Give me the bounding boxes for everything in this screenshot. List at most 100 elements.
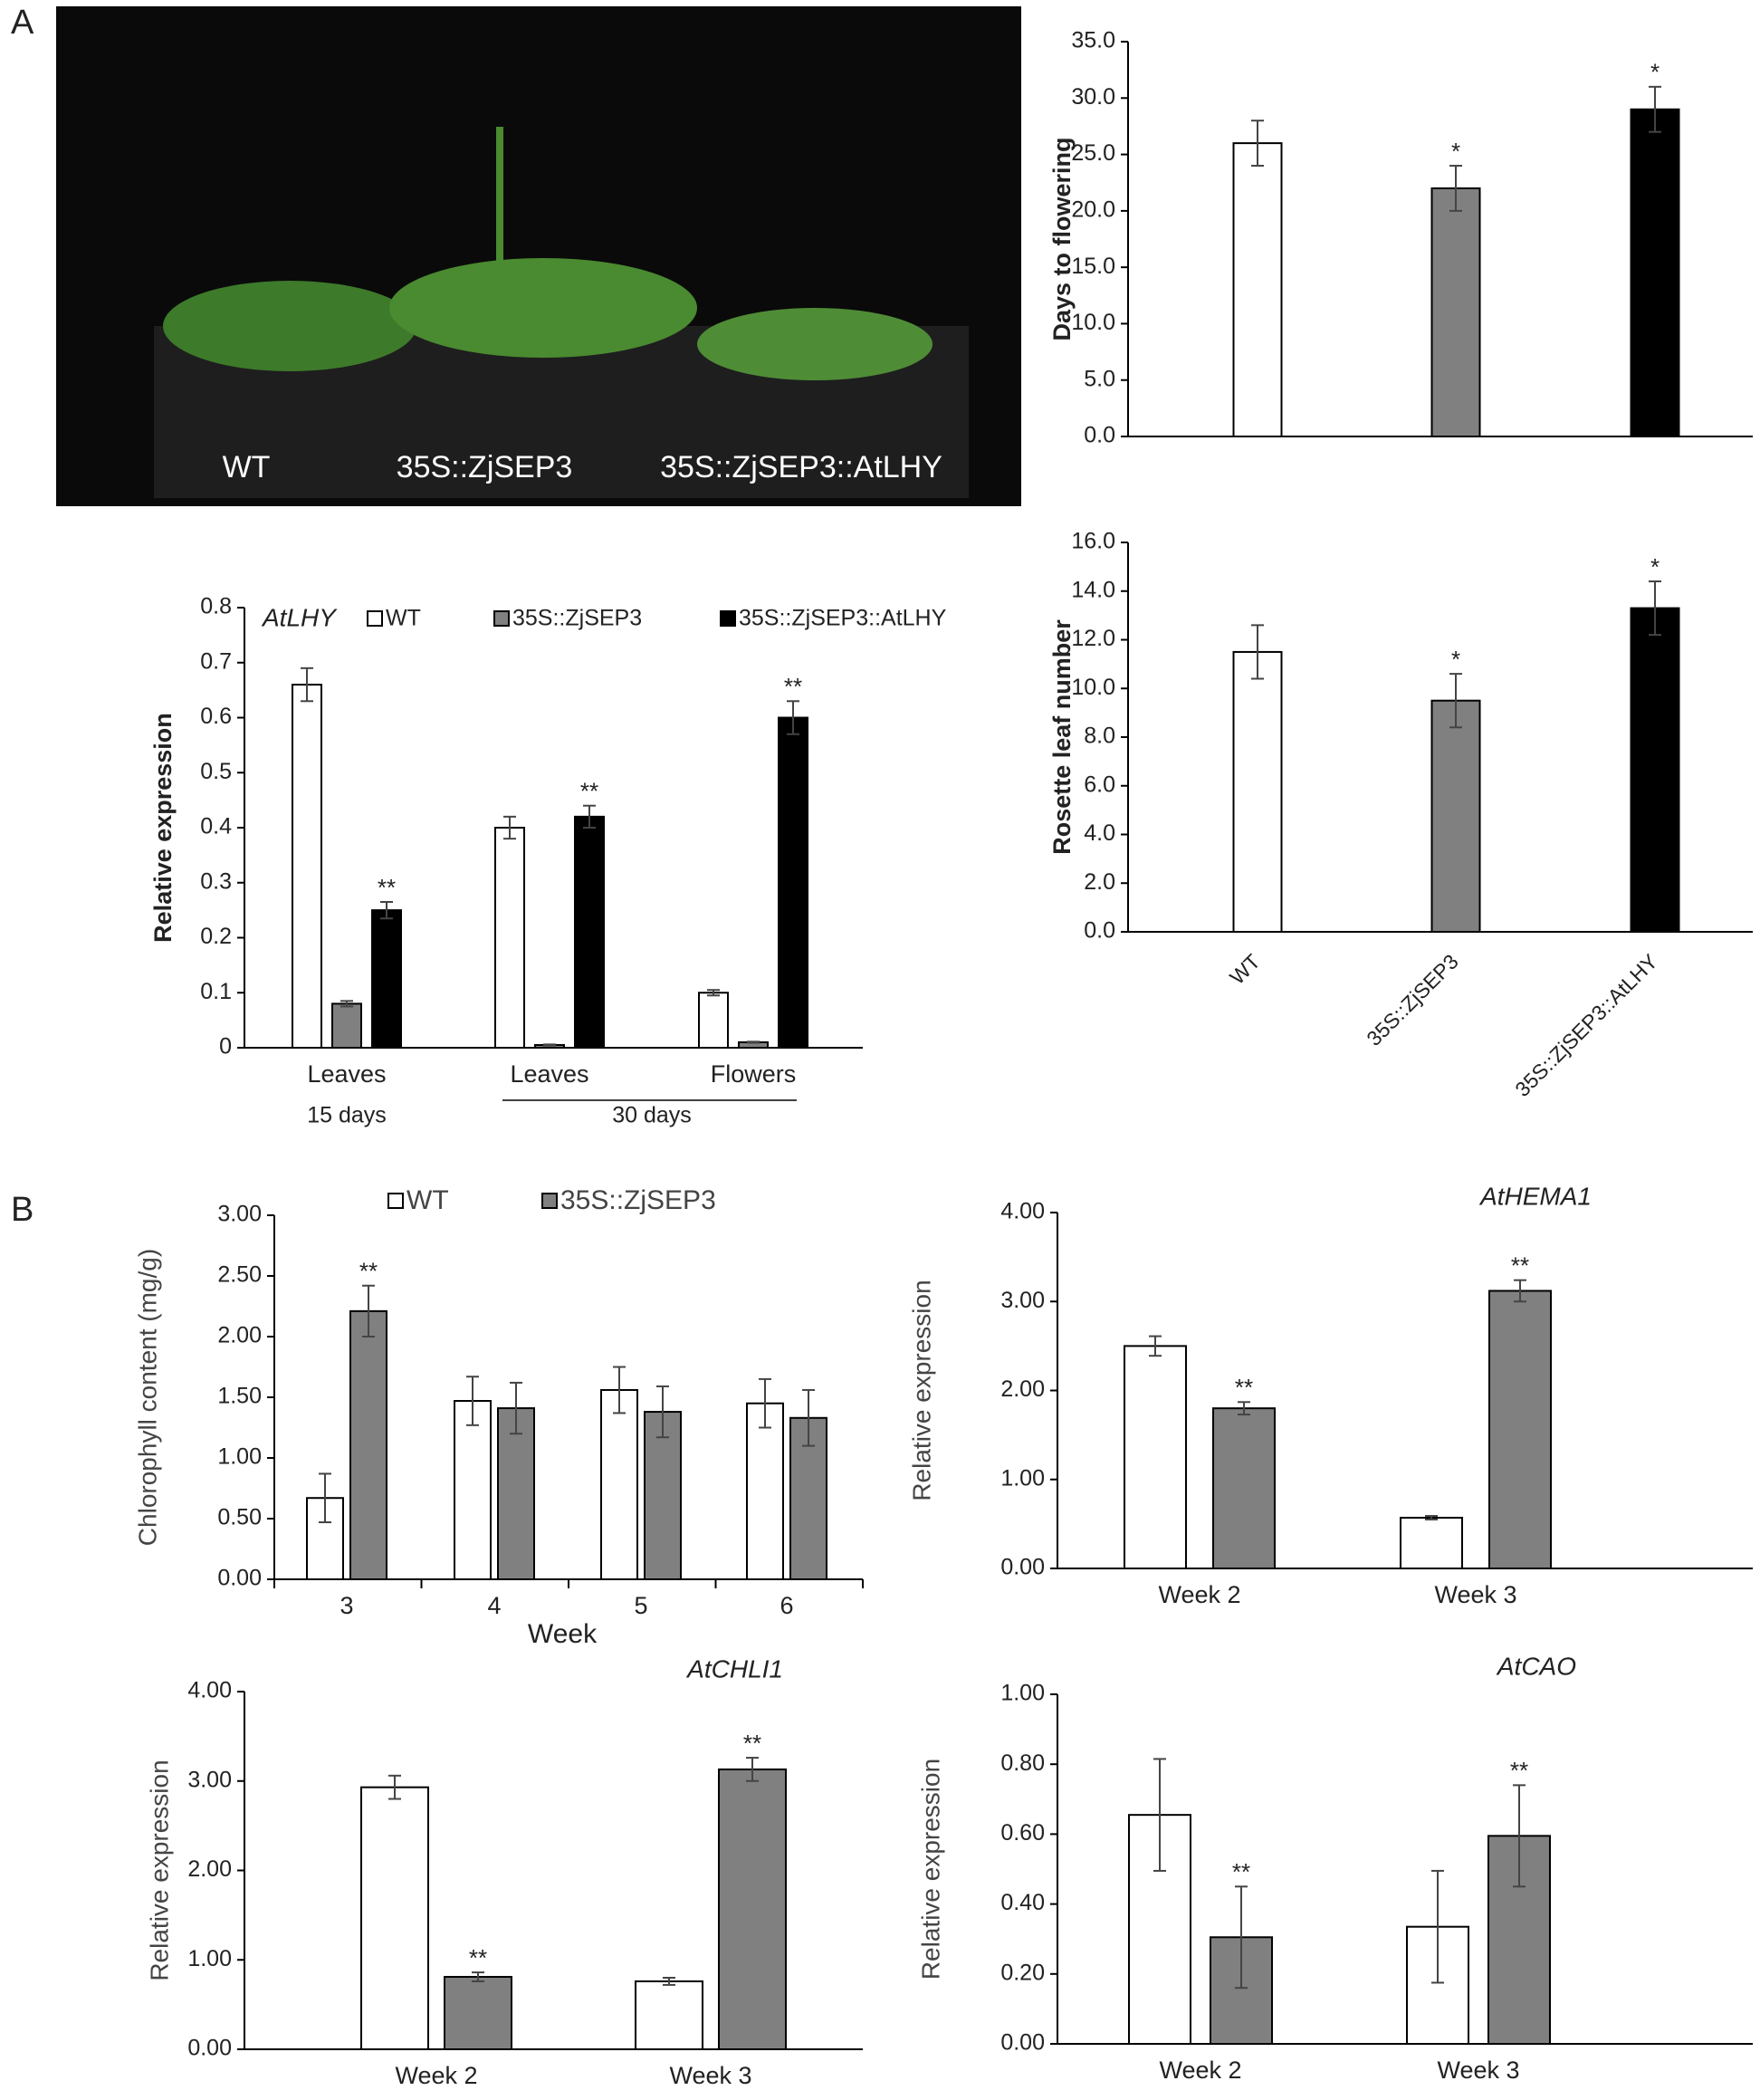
error-bar (747, 1040, 760, 1044)
y-tick-label: 14.0 (1071, 577, 1115, 602)
significance: ** (784, 673, 802, 700)
y-axis-label: Relative expression (145, 1760, 173, 1980)
x-tick-label: 4 (487, 1592, 501, 1619)
y-tick-label: 16.0 (1071, 529, 1115, 554)
y-tick-label: 1.00 (1000, 1465, 1045, 1491)
chart-title: AtHEMA1 (1478, 1182, 1592, 1210)
significance: ** (359, 1258, 378, 1285)
bar (1124, 1345, 1187, 1569)
significance: * (1650, 59, 1660, 86)
error-bar (583, 804, 596, 829)
error-bar (503, 815, 516, 840)
y-axis-label: Relative expression (149, 713, 177, 943)
bar (349, 1309, 387, 1580)
y-tick-label: 2.0 (1084, 869, 1115, 895)
photo-label: WT (223, 450, 271, 484)
x-tick-label: 6 (780, 1592, 793, 1619)
x-tick-label: Week 2 (395, 2062, 477, 2089)
error-bar (1425, 1515, 1438, 1520)
y-tick-label: 0.50 (217, 1505, 262, 1530)
bar (444, 1976, 512, 2050)
bar (1430, 699, 1481, 933)
y-tick-label: 0.00 (187, 2036, 232, 2061)
y-tick-label: 25.0 (1071, 140, 1115, 166)
significance: ** (1511, 1252, 1529, 1280)
legend-swatch (367, 610, 383, 627)
y-tick-label: 0.80 (1000, 1750, 1045, 1776)
y-tick-label: 1.00 (217, 1444, 262, 1470)
y-tick-label: 1.50 (217, 1384, 262, 1409)
legend-label: WT (386, 606, 421, 631)
legend-swatch (493, 610, 510, 627)
bar (778, 716, 808, 1049)
error-bar (787, 700, 799, 735)
bar (1630, 607, 1680, 933)
legend-label: WT (407, 1185, 449, 1215)
bar (1232, 650, 1283, 933)
bar (292, 684, 322, 1049)
legend-swatch (541, 1193, 558, 1209)
y-tick-label: 0.7 (200, 648, 232, 674)
error-bar (1449, 165, 1462, 212)
x-tick-label: Week 3 (1437, 2057, 1519, 2084)
group-label: 30 days (612, 1103, 692, 1128)
bar (746, 1402, 784, 1580)
legend-label: 35S::ZjSEP3::AtLHY (739, 606, 947, 631)
error-bar (1649, 580, 1661, 637)
error-bar (1449, 673, 1462, 729)
y-tick-label: 2.00 (1000, 1376, 1045, 1402)
y-tick-label: 4.0 (1084, 820, 1115, 846)
error-bar (362, 1284, 375, 1338)
bar (1630, 108, 1680, 437)
significance: ** (743, 1730, 761, 1757)
bar (360, 1786, 429, 2050)
y-tick-label: 0 (219, 1034, 232, 1060)
error-bar (1514, 1279, 1526, 1303)
error-bar (1251, 120, 1264, 168)
bar (494, 827, 525, 1049)
photo-label: 35S::ZjSEP3 (397, 450, 573, 484)
error-bar (1153, 1758, 1166, 1872)
plant-stem (496, 127, 503, 308)
y-tick-label: 0.1 (200, 979, 232, 1004)
x-tick-label: Leaves (307, 1060, 386, 1088)
x-tick-label: Week 3 (669, 2062, 751, 2089)
y-tick-label: 3.00 (217, 1202, 262, 1227)
photo-label: 35S::ZjSEP3::AtLHY (660, 450, 942, 484)
error-bar (663, 1977, 675, 1986)
significance: ** (469, 1944, 487, 1971)
y-axis-label: Days to flowering (1048, 137, 1076, 340)
error-bar (759, 1377, 771, 1429)
bar (1488, 1290, 1552, 1569)
group-label: 15 days (307, 1103, 387, 1128)
y-tick-label: 20.0 (1071, 197, 1115, 222)
bar (698, 992, 729, 1049)
bar (1232, 142, 1283, 437)
y-tick-label: 4.00 (1000, 1199, 1045, 1224)
y-tick-label: 1.00 (1000, 1681, 1045, 1706)
error-bar (340, 1000, 353, 1008)
y-tick-label: 0.60 (1000, 1820, 1045, 1846)
x-tick-label: Week 2 (1159, 2057, 1241, 2084)
y-tick-label: 8.0 (1084, 724, 1115, 749)
bar (600, 1388, 638, 1580)
error-bar (802, 1388, 815, 1447)
significance: * (1650, 553, 1660, 580)
error-bar (1649, 85, 1661, 133)
error-bar (1235, 1885, 1248, 1990)
y-tick-label: 12.0 (1071, 626, 1115, 651)
chart-title: AtLHY (261, 603, 338, 631)
bar (1406, 1925, 1469, 2045)
y-tick-label: 0.00 (1000, 2030, 1045, 2056)
y-tick-label: 0.4 (200, 814, 232, 839)
significance: ** (1235, 1374, 1253, 1401)
y-tick-label: 0.00 (1000, 1555, 1045, 1580)
y-tick-label: 2.50 (217, 1262, 262, 1288)
error-bar (380, 901, 393, 920)
error-bar (319, 1472, 331, 1524)
error-bar (472, 1971, 484, 1982)
error-bar (656, 1385, 669, 1439)
significance: * (1451, 138, 1460, 165)
